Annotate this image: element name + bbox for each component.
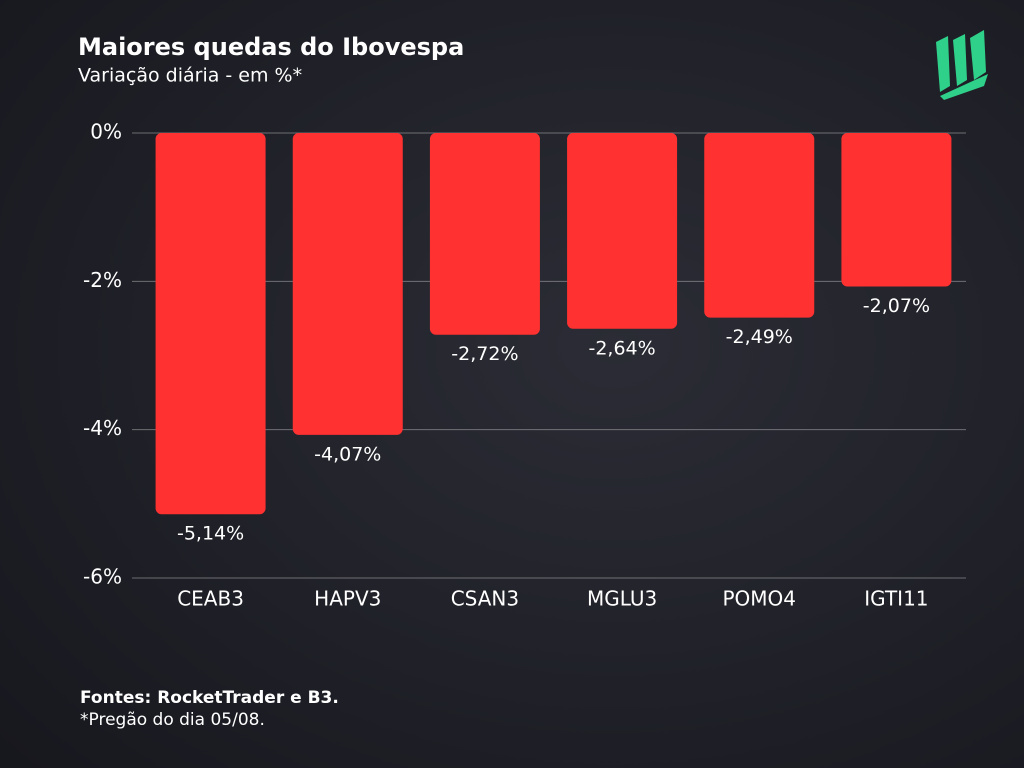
value-label: -2,07%	[863, 295, 930, 317]
y-tick-label: -2%	[83, 268, 122, 292]
x-tick-label: MGLU3	[587, 587, 657, 611]
bar	[567, 133, 678, 329]
bar	[155, 133, 266, 515]
value-label: -2,72%	[451, 343, 518, 365]
chart-title: Maiores quedas do Ibovespa	[78, 33, 464, 61]
value-label: -2,49%	[726, 326, 793, 348]
value-label: -5,14%	[177, 523, 244, 545]
y-tick-label: -6%	[83, 565, 122, 589]
note: *Pregão do dia 05/08.	[80, 710, 265, 730]
bar	[429, 133, 540, 335]
value-label: -2,64%	[588, 337, 655, 359]
x-tick-label: CEAB3	[177, 587, 244, 611]
y-tick-label: 0%	[90, 120, 122, 144]
chart-subtitle: Variação diária - em %*	[78, 65, 302, 87]
x-tick-label: CSAN3	[451, 587, 519, 611]
logo	[936, 30, 988, 100]
bar	[704, 133, 815, 318]
y-tick-label: -4%	[83, 416, 122, 440]
source: Fontes: RocketTrader e B3.	[80, 688, 339, 708]
bar	[292, 133, 403, 435]
x-tick-label: POMO4	[722, 587, 796, 611]
x-tick-label: IGTI11	[864, 587, 928, 611]
bar	[841, 133, 952, 287]
x-tick-label: HAPV3	[314, 587, 381, 611]
value-label: -4,07%	[314, 443, 381, 465]
